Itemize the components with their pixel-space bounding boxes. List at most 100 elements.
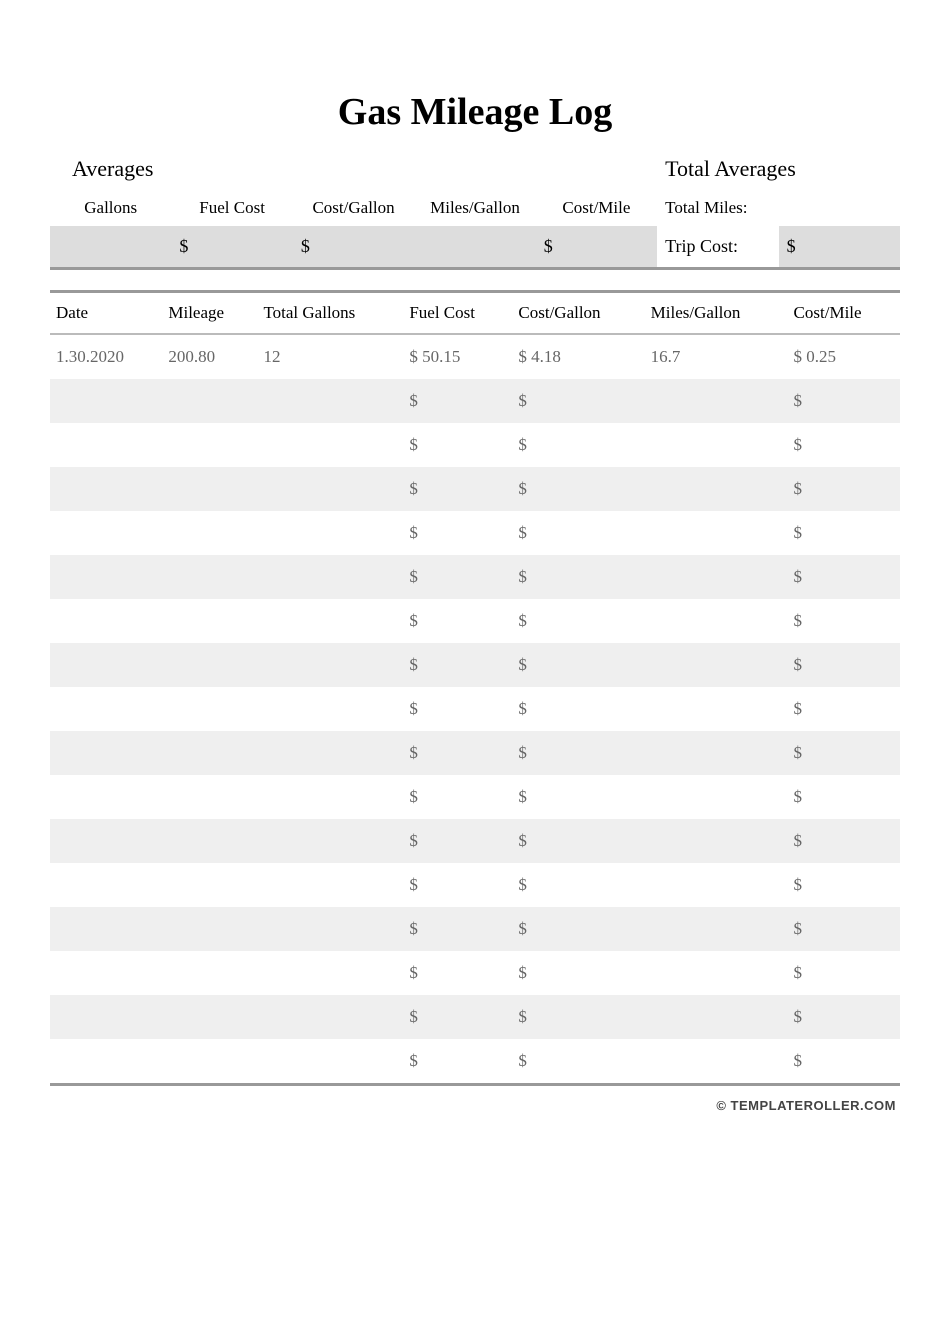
section-gap	[50, 272, 900, 290]
table-cell: $	[403, 687, 512, 731]
col-fuel-cost: Fuel Cost	[403, 292, 512, 335]
table-row: $$$	[50, 643, 900, 687]
table-cell	[257, 643, 403, 687]
table-cell	[645, 731, 788, 775]
table-cell	[257, 555, 403, 599]
value-miles-gallon	[414, 226, 535, 267]
table-cell	[257, 995, 403, 1039]
col-cost-gallon: Cost/Gallon	[512, 292, 644, 335]
table-cell	[162, 775, 257, 819]
value-cost-gallon: $	[293, 226, 414, 267]
label-miles-gallon: Miles/Gallon	[414, 190, 535, 226]
table-cell	[50, 907, 162, 951]
log-table: Date Mileage Total Gallons Fuel Cost Cos…	[50, 290, 900, 1086]
table-cell	[257, 423, 403, 467]
table-row: $$$	[50, 863, 900, 907]
table-cell: $	[403, 951, 512, 995]
table-cell	[50, 775, 162, 819]
table-cell	[645, 599, 788, 643]
table-cell	[257, 951, 403, 995]
table-cell	[50, 731, 162, 775]
table-cell: $	[788, 995, 900, 1039]
value-trip-cost: $	[779, 226, 900, 267]
footer-credit: © TEMPLATEROLLER.COM	[50, 1098, 900, 1113]
table-cell: $	[788, 731, 900, 775]
table-cell	[257, 775, 403, 819]
col-mileage: Mileage	[162, 292, 257, 335]
table-cell: $	[403, 511, 512, 555]
table-cell: $	[512, 731, 644, 775]
table-cell: $	[403, 643, 512, 687]
table-cell: $	[512, 1039, 644, 1085]
table-cell: $	[512, 951, 644, 995]
table-cell	[50, 863, 162, 907]
value-fuel-cost: $	[171, 226, 292, 267]
page-title: Gas Mileage Log	[50, 90, 900, 134]
table-cell	[162, 687, 257, 731]
table-cell	[645, 775, 788, 819]
table-row: $$$	[50, 467, 900, 511]
table-row: $$$	[50, 995, 900, 1039]
table-row: $$$	[50, 599, 900, 643]
table-cell: $	[403, 775, 512, 819]
table-cell	[645, 1039, 788, 1085]
table-row: $$$	[50, 907, 900, 951]
table-cell	[645, 555, 788, 599]
table-cell	[257, 687, 403, 731]
table-cell: $	[788, 555, 900, 599]
table-cell: $	[788, 863, 900, 907]
table-cell	[50, 511, 162, 555]
table-cell	[257, 819, 403, 863]
table-cell	[645, 643, 788, 687]
table-cell: $	[403, 731, 512, 775]
table-cell	[645, 467, 788, 511]
table-cell	[50, 467, 162, 511]
table-cell	[50, 1039, 162, 1085]
label-total-miles: Total Miles:	[657, 190, 778, 226]
table-cell: 12	[257, 334, 403, 379]
table-cell: $	[512, 643, 644, 687]
table-cell: $	[512, 995, 644, 1039]
table-cell: $	[512, 599, 644, 643]
table-cell	[162, 511, 257, 555]
table-cell: $	[788, 379, 900, 423]
table-cell	[257, 907, 403, 951]
table-cell: 16.7	[645, 334, 788, 379]
table-cell	[50, 555, 162, 599]
label-cost-gallon: Cost/Gallon	[293, 190, 414, 226]
table-cell	[645, 379, 788, 423]
table-cell: $	[403, 555, 512, 599]
table-cell	[645, 995, 788, 1039]
table-cell	[50, 643, 162, 687]
col-miles-gallon: Miles/Gallon	[645, 292, 788, 335]
table-cell: $	[788, 511, 900, 555]
table-cell	[162, 995, 257, 1039]
log-table-header-row: Date Mileage Total Gallons Fuel Cost Cos…	[50, 292, 900, 335]
table-cell	[257, 379, 403, 423]
table-row: 1.30.2020200.8012$ 50.15$ 4.1816.7$ 0.25	[50, 334, 900, 379]
table-cell: $	[512, 863, 644, 907]
table-cell: $	[403, 1039, 512, 1085]
table-cell	[645, 819, 788, 863]
value-total-miles	[779, 190, 900, 226]
table-cell	[50, 687, 162, 731]
table-cell: $	[788, 643, 900, 687]
table-cell	[50, 423, 162, 467]
table-cell	[645, 511, 788, 555]
table-row: $$$	[50, 511, 900, 555]
table-cell: $	[403, 907, 512, 951]
table-cell: $	[788, 687, 900, 731]
table-cell	[257, 731, 403, 775]
table-cell: $	[788, 819, 900, 863]
table-cell: 200.80	[162, 334, 257, 379]
averages-section: Averages Total Averages Gallons Fuel Cos…	[50, 152, 900, 270]
table-cell: $	[788, 775, 900, 819]
table-cell: $	[788, 467, 900, 511]
col-cost-mile: Cost/Mile	[788, 292, 900, 335]
table-row: $$$	[50, 951, 900, 995]
table-cell	[257, 467, 403, 511]
col-date: Date	[50, 292, 162, 335]
table-cell: $	[403, 995, 512, 1039]
table-cell: $ 4.18	[512, 334, 644, 379]
table-cell	[162, 379, 257, 423]
